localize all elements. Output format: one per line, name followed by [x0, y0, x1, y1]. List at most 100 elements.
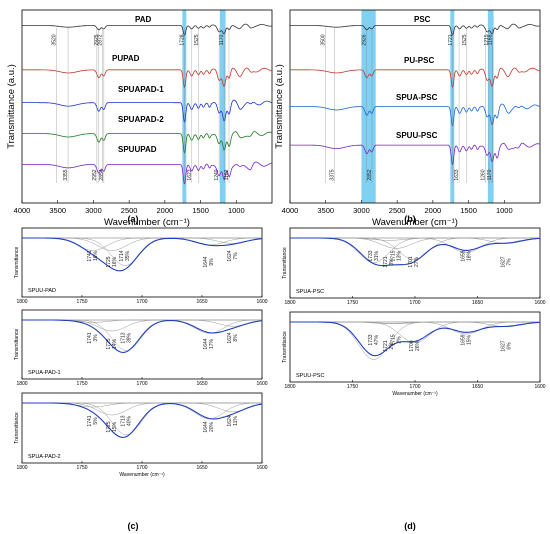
panel-label: (a)	[128, 214, 139, 224]
peak-annotation: 1728	[179, 34, 185, 45]
peak-annotation: 3355	[63, 169, 69, 180]
series-label: SPUAPAD-1	[118, 85, 164, 94]
envelope-curve	[22, 237, 263, 272]
peak-percent-label: 5%	[93, 417, 99, 425]
peak-annotation: 1721	[448, 34, 454, 45]
peak-percent-label: 2%	[389, 342, 395, 350]
x-tick-label: 1500	[460, 206, 477, 215]
peak-percent-label: 7%	[233, 252, 239, 260]
peak-wavenumber-label: 1721	[383, 340, 389, 351]
peak-wavenumber-label: 1644	[203, 256, 209, 267]
panel-label: (b)	[404, 214, 416, 224]
peak-annotation: 3375	[330, 169, 336, 180]
y-axis-label: Transmittance	[14, 247, 20, 279]
peak-percent-label: 17%	[209, 338, 215, 349]
x-tick-label: 1800	[16, 299, 27, 305]
sample-name: SPUA-PAD-1	[28, 370, 61, 376]
peak-annotation: 1215	[484, 34, 490, 45]
peak-percent-label: 40%	[126, 415, 132, 426]
x-tick-label: 1700	[136, 381, 147, 387]
peak-percent-label: 35%	[125, 250, 131, 261]
series-label: PSC	[414, 15, 431, 24]
peak-percent-label: 7%	[506, 258, 512, 266]
series-label: PUPAD	[112, 54, 140, 63]
envelope-curve	[290, 321, 541, 357]
peak-wavenumber-label: 1624	[227, 250, 233, 261]
peak-percent-label: 9%	[209, 258, 215, 266]
peak-wavenumber-label: 1741	[87, 415, 93, 426]
peak-wavenumber-label: 1733	[368, 250, 374, 261]
peak-annotation: 2952	[92, 169, 98, 180]
component-curve	[22, 319, 263, 327]
peak-percent-label: 6%	[506, 342, 512, 350]
x-tick-label: 1800	[284, 384, 295, 390]
component-curve	[290, 237, 540, 253]
peak-percent-label: 26%	[415, 340, 421, 351]
x-tick-label: 1750	[347, 384, 358, 390]
peak-percent-label: 31%	[374, 250, 380, 261]
series-label: SPUU-PSC	[396, 131, 438, 140]
peak-percent-label: 2%	[396, 336, 402, 344]
series-label: SPUAPAD-2	[118, 115, 164, 124]
peak-percent-label: 16%	[93, 250, 99, 261]
sample-name: SPUU-PSC	[296, 373, 324, 379]
x-tick-label: 1000	[228, 206, 245, 215]
peak-percent-label: 27%	[414, 256, 420, 267]
component-curve	[22, 402, 262, 416]
series-line	[290, 142, 541, 166]
peak-wavenumber-label: 1741	[87, 332, 93, 343]
plot-frame	[21, 9, 273, 204]
x-axis-label: Wavenumber (cm⁻¹)	[372, 217, 458, 228]
envelope-curve	[22, 402, 263, 439]
y-axis-label: Transmittance	[282, 331, 288, 363]
sample-name: SPUU-PAD	[28, 288, 56, 294]
peak-annotation: 1633	[454, 169, 460, 180]
peak-percent-label: 15%	[466, 334, 472, 345]
panel-label: (d)	[404, 521, 416, 531]
x-tick-label: 3500	[317, 206, 334, 215]
series-line	[22, 23, 273, 36]
peak-annotation: 2872	[98, 34, 104, 45]
x-tick-label: 1750	[76, 465, 87, 471]
peak-percent-label: 8%	[233, 334, 239, 342]
y-axis-label: Transmittance (a.u.)	[6, 64, 17, 149]
sample-name: SPUA-PSC	[296, 289, 324, 295]
peak-wavenumber-label: 1644	[203, 421, 209, 432]
series-line	[290, 103, 541, 127]
x-tick-label: 1500	[192, 206, 209, 215]
peak-annotation: 1166	[487, 34, 493, 45]
x-tick-label: 1700	[136, 465, 147, 471]
peak-wavenumber-label: 1624	[227, 332, 233, 343]
x-tick-label: 1750	[76, 381, 87, 387]
component-curve	[22, 237, 262, 251]
highlight-band	[219, 10, 226, 203]
peak-annotation: 2926	[362, 34, 368, 45]
peak-wavenumber-label: 1725	[106, 338, 112, 349]
x-tick-label: 3000	[85, 206, 102, 215]
sample-name: SPUA-PAD-2	[28, 454, 61, 460]
x-tick-label: 1700	[136, 299, 147, 305]
y-axis-label: Transmittance (a.u.)	[274, 64, 285, 149]
peak-percent-label: 11%	[233, 416, 239, 426]
peak-annotation: 1623	[187, 169, 193, 180]
peak-wavenumber-label: 1700	[409, 340, 415, 351]
peak-wavenumber-label: 1701	[408, 256, 414, 267]
series-label: SPUUPAD	[118, 145, 157, 154]
x-axis-label: Wavenumber (cm⁻¹)	[119, 472, 165, 478]
x-tick-label: 1700	[409, 384, 420, 390]
y-axis-label: Transmittance	[14, 329, 20, 361]
x-tick-label: 1650	[196, 299, 207, 305]
series-label: SPUA-PSC	[396, 93, 438, 102]
component-curve	[290, 321, 540, 335]
x-tick-label: 2500	[389, 206, 406, 215]
peak-percent-label: 20%	[209, 421, 215, 432]
panel-d2: 1733 47%1721 2%1715 2%1700 26%1659 15%1627 6%1…	[282, 311, 546, 531]
peak-percent-label: 47%	[374, 334, 380, 345]
peak-annotation: 1260	[481, 169, 487, 180]
peak-wavenumber-label: 1713	[120, 332, 126, 343]
peak-percent-label: 39%	[126, 332, 132, 343]
x-tick-label: 1600	[534, 384, 545, 390]
component-curve	[22, 237, 263, 244]
component-curve	[22, 319, 262, 334]
